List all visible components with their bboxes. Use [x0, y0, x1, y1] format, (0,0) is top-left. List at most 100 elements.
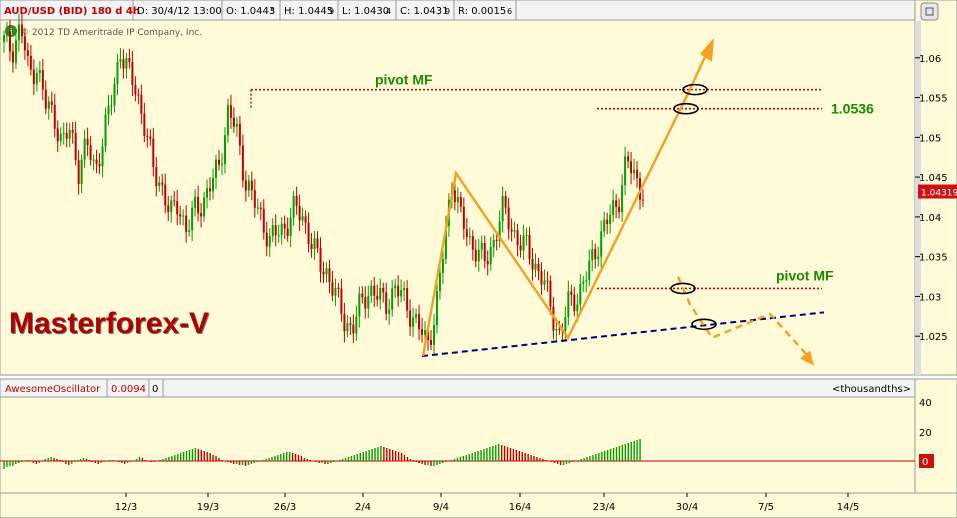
date-tick-label: 26/3 — [274, 502, 296, 513]
close-sub: 9 — [445, 7, 450, 16]
candle-body — [65, 132, 68, 139]
candle-body — [391, 288, 394, 310]
candle-body — [95, 159, 98, 164]
candle-body — [20, 24, 23, 37]
candle-body — [412, 317, 415, 327]
candle-body — [331, 282, 334, 296]
candle-body — [32, 69, 35, 84]
candle-body — [606, 219, 609, 224]
candle-body — [621, 185, 624, 213]
candle-body — [483, 242, 486, 262]
candle-body — [80, 159, 83, 185]
candle-body — [588, 260, 591, 281]
candle-body — [62, 132, 65, 134]
candle-body — [259, 207, 262, 210]
candle-body — [316, 238, 319, 249]
candle-body — [158, 182, 161, 186]
candle-body — [274, 225, 277, 236]
candle-body — [567, 291, 570, 318]
candle-body — [167, 205, 170, 213]
price-tick-label: 1.025 — [919, 332, 948, 343]
candle-body — [74, 132, 77, 161]
candle-body — [403, 288, 406, 291]
candle-body — [298, 205, 301, 221]
highlight-ellipse — [691, 318, 717, 331]
candle-body — [558, 329, 561, 331]
candle-body — [630, 161, 633, 174]
price-tick-label: 1.03 — [919, 292, 941, 303]
candle-body — [582, 281, 585, 284]
low-label: L: 1.0430 — [342, 6, 389, 17]
candle-body — [307, 222, 310, 244]
candle-body — [352, 324, 355, 334]
candle-body — [585, 280, 588, 282]
candle-body — [23, 36, 26, 51]
candle-body — [394, 285, 397, 289]
candle-body — [334, 287, 337, 296]
candle-body — [456, 196, 459, 203]
info-icon[interactable] — [5, 25, 17, 37]
candle-body — [424, 330, 427, 335]
candle-body — [268, 236, 271, 247]
candle-body — [552, 306, 555, 331]
candle-body — [101, 146, 104, 167]
price-tick-label: 1.04 — [919, 213, 941, 224]
candle-body — [534, 263, 537, 270]
scroll-button[interactable] — [920, 2, 939, 21]
candle-body — [86, 138, 89, 146]
candle-body — [415, 313, 418, 318]
price-tick-label: 1.05 — [919, 133, 941, 144]
candle-body — [41, 70, 44, 90]
candle-body — [289, 217, 292, 237]
copyright: © 2012 TD Ameritrade IP Company, Inc. — [20, 28, 202, 38]
candle-body — [17, 24, 20, 41]
date-tick-label: 12/3 — [115, 502, 137, 513]
candle-body — [173, 200, 176, 202]
candle-body — [92, 159, 95, 161]
candle-body — [564, 317, 567, 332]
candle-body — [232, 117, 235, 127]
date-tick-label: 14/5 — [837, 502, 859, 513]
candle-body — [241, 145, 244, 181]
candle-body — [465, 229, 468, 238]
candle-body — [68, 129, 71, 139]
candle-body — [310, 243, 313, 250]
oscillator-panel — [0, 396, 916, 494]
candle-body — [468, 236, 471, 238]
candle-body — [203, 197, 206, 217]
range-sub: 6 — [507, 7, 512, 16]
price-tick-label: 1.045 — [919, 173, 948, 184]
candle-body — [367, 295, 370, 309]
level-label: 1.0536 — [831, 101, 874, 117]
candle-body — [432, 325, 435, 345]
candle-body — [59, 133, 62, 142]
candle-body — [346, 323, 349, 332]
candle-body — [615, 200, 618, 207]
candle-body — [328, 268, 331, 283]
candle-body — [182, 215, 185, 217]
candle-body — [212, 177, 215, 192]
osc-units: <thousandths> — [832, 384, 911, 395]
candle-body — [47, 101, 50, 109]
candle-body — [53, 104, 56, 129]
candle-body — [56, 128, 59, 142]
candle-body — [179, 214, 182, 217]
candle-body — [38, 70, 41, 74]
candle-body — [385, 292, 388, 314]
candle-body — [164, 184, 167, 206]
open-label: O: 1.0443 — [226, 6, 275, 17]
highlight-ellipse — [673, 102, 699, 115]
candle-body — [400, 290, 403, 297]
candle-body — [35, 73, 38, 84]
candle-body — [570, 291, 573, 295]
candle-body — [636, 169, 639, 179]
osc-name: AwesomeOscillator — [5, 384, 101, 395]
candle-body — [223, 135, 226, 165]
low-sub: 4 — [386, 7, 391, 16]
candle-body — [627, 156, 630, 162]
osc-tick-20: 20 — [919, 428, 932, 439]
candle-body — [134, 84, 137, 95]
candle-body — [185, 215, 188, 232]
